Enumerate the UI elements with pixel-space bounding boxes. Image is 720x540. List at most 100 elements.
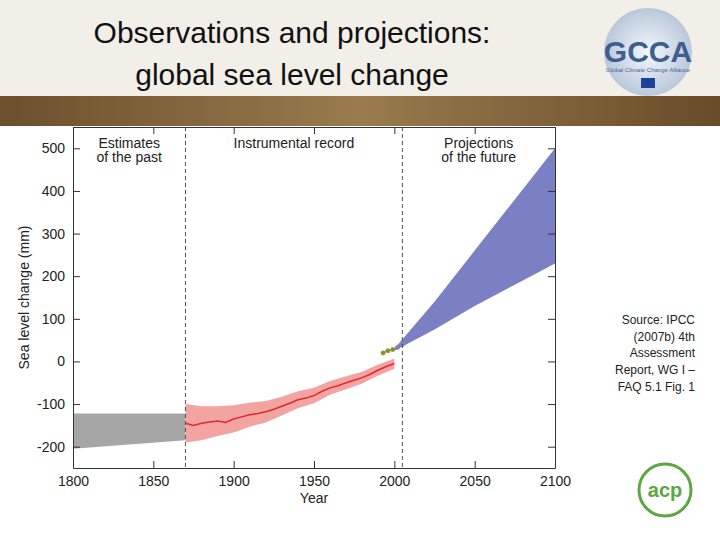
source: Source: IPCC bbox=[622, 313, 696, 327]
tick bbox=[548, 276, 555, 277]
source: Assessment bbox=[630, 346, 696, 360]
band-area bbox=[185, 358, 394, 442]
slide: Observations and projections: global sea … bbox=[0, 0, 720, 540]
tick bbox=[548, 234, 555, 235]
tick bbox=[153, 127, 154, 134]
title: Observations and projections: bbox=[94, 16, 491, 49]
tick: 400 bbox=[42, 183, 80, 199]
tick-mark bbox=[314, 127, 315, 134]
tick-label: 300 bbox=[42, 226, 66, 242]
marks bbox=[73, 148, 555, 449]
tick-label: 1950 bbox=[299, 473, 330, 489]
tick-mark bbox=[73, 404, 80, 405]
tick: 300 bbox=[42, 226, 80, 242]
tick: 100 bbox=[42, 311, 80, 327]
tick-label: 0 bbox=[57, 353, 65, 369]
source: (2007b) 4th bbox=[634, 330, 695, 344]
tick bbox=[548, 191, 555, 192]
tick bbox=[548, 404, 555, 405]
y-axis-title: Sea level change (mm) bbox=[16, 226, 32, 370]
source: FAQ 5.1 Fig. 1 bbox=[618, 380, 696, 394]
band-area bbox=[394, 148, 555, 350]
tick-label: 100 bbox=[42, 311, 66, 327]
axis-line bbox=[73, 128, 74, 469]
source: Report, WG I – bbox=[615, 363, 695, 377]
tick: 200 bbox=[42, 268, 80, 284]
tick: 1900 bbox=[219, 461, 250, 489]
title: global sea level change bbox=[135, 58, 449, 91]
plot-area bbox=[73, 127, 555, 468]
tick-mark bbox=[548, 404, 555, 405]
x-axis-title: Year bbox=[300, 490, 329, 506]
logo-subtitle: Global Climate Change Alliance bbox=[606, 67, 691, 73]
tick bbox=[234, 127, 235, 134]
tick-label: 1850 bbox=[138, 473, 169, 489]
axis-line bbox=[555, 128, 556, 469]
header-band bbox=[0, 96, 720, 126]
tick: -200 bbox=[37, 439, 80, 455]
axis bbox=[74, 127, 556, 134]
tick-mark bbox=[73, 191, 80, 192]
logo: GCCAGlobal Climate Change Alliance bbox=[604, 8, 692, 96]
tick bbox=[548, 319, 555, 320]
logo-text: GCCA bbox=[604, 35, 692, 68]
series-marker bbox=[381, 351, 385, 355]
logo-flag bbox=[641, 78, 655, 88]
logo2-text: acp bbox=[648, 479, 682, 501]
tick-label: 400 bbox=[42, 183, 66, 199]
axis-line bbox=[74, 468, 556, 469]
tick-mark bbox=[394, 461, 395, 468]
tick: 0 bbox=[57, 353, 80, 369]
tick-mark bbox=[153, 127, 154, 134]
tick-label: -100 bbox=[37, 396, 65, 412]
tick: -100 bbox=[37, 396, 80, 412]
axis: 1800 1850 1900 1950 2000 2050 2100 bbox=[58, 461, 571, 489]
tick-label: 200 bbox=[42, 268, 66, 284]
tick-mark bbox=[548, 361, 555, 362]
tick: 1850 bbox=[138, 461, 169, 489]
series-marker bbox=[386, 349, 390, 353]
tick-label: 2100 bbox=[540, 473, 571, 489]
tick-label: -200 bbox=[37, 439, 65, 455]
tick-label: 1900 bbox=[219, 473, 250, 489]
axis bbox=[548, 128, 556, 469]
tick bbox=[548, 447, 555, 448]
tick-label: 1800 bbox=[58, 473, 89, 489]
tick bbox=[548, 148, 555, 149]
region-divider bbox=[185, 127, 186, 468]
axis: -200 -100 0 100 200 300 400 500 bbox=[37, 128, 80, 469]
series-marker bbox=[391, 347, 395, 351]
tick-mark bbox=[548, 276, 555, 277]
tick-mark bbox=[73, 276, 80, 277]
tick-mark bbox=[314, 461, 315, 468]
tick-mark bbox=[548, 319, 555, 320]
tick-mark bbox=[73, 319, 80, 320]
tick-label: 2000 bbox=[379, 473, 410, 489]
tick-mark bbox=[548, 148, 555, 149]
series-line bbox=[185, 364, 394, 426]
tick-mark bbox=[234, 127, 235, 134]
tick bbox=[394, 127, 395, 134]
tick-label: 2050 bbox=[460, 473, 491, 489]
tick bbox=[548, 361, 555, 362]
band-area bbox=[73, 413, 185, 448]
region-label: of the future bbox=[441, 149, 516, 165]
tick-mark bbox=[475, 127, 476, 134]
tick-mark bbox=[394, 127, 395, 134]
header bbox=[0, 0, 720, 100]
background bbox=[0, 0, 720, 540]
tick-mark bbox=[548, 234, 555, 235]
region-divider bbox=[402, 127, 403, 468]
tick: 500 bbox=[42, 140, 80, 156]
tick bbox=[475, 127, 476, 134]
tick-mark bbox=[475, 461, 476, 468]
tick-label: 500 bbox=[42, 140, 66, 156]
tick: 2050 bbox=[460, 461, 491, 489]
logo2-ring bbox=[639, 464, 691, 516]
tick-mark bbox=[73, 361, 80, 362]
region-label: of the past bbox=[97, 149, 162, 165]
tick-mark bbox=[548, 447, 555, 448]
region-label: Instrumental record bbox=[234, 135, 355, 151]
tick: 1950 bbox=[299, 461, 330, 489]
tick: 2000 bbox=[379, 461, 410, 489]
